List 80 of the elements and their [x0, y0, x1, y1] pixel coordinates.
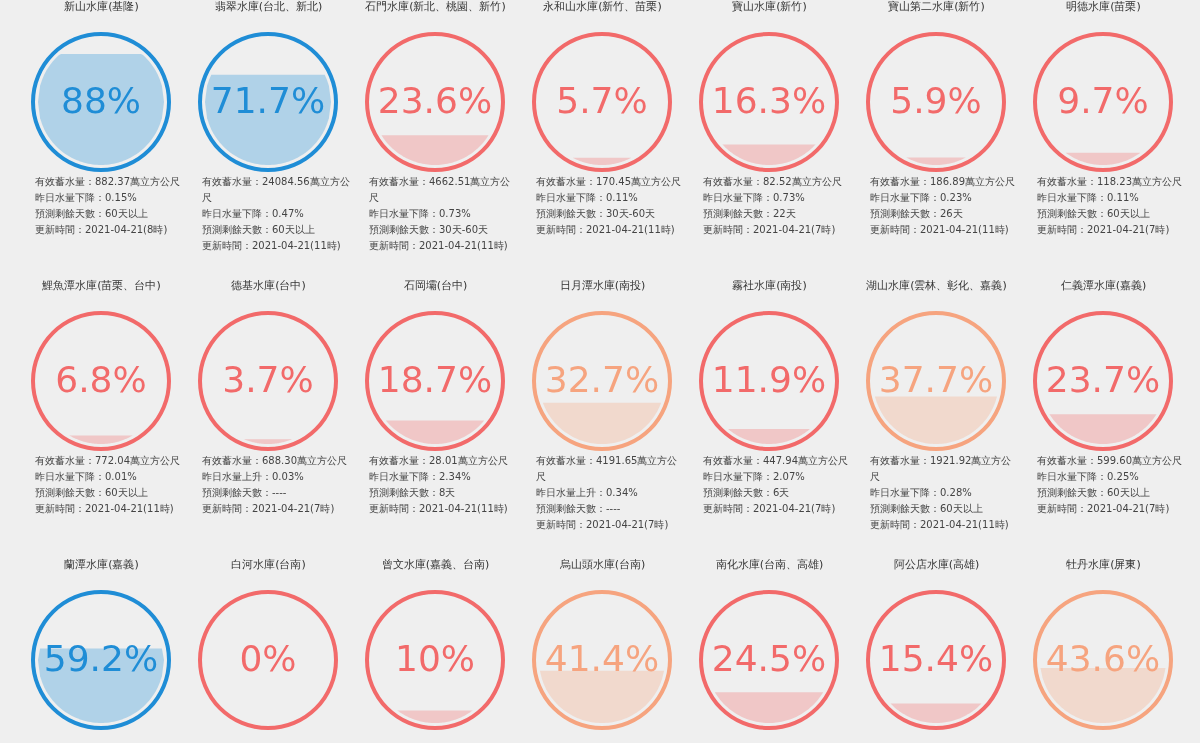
text: 昨日水量下降：0.23%: [870, 191, 973, 205]
text: 翡翠水庫(台北、新北): [214, 0, 323, 13]
text: 預測剩餘天數：8天: [369, 486, 457, 500]
text: 更新時間：2021-04-21(11時): [369, 502, 509, 516]
text: 更新時間：2021-04-21(7時): [1037, 223, 1171, 237]
text: 昨日水量下降：0.11%: [1037, 191, 1140, 205]
text: 預測剩餘天數：26天: [870, 207, 964, 221]
text: 烏山頭水庫(台南): [558, 558, 646, 571]
text: 新山水庫(基隆): [64, 0, 139, 13]
text: 阿公店水庫(高雄): [893, 558, 980, 571]
text: 有效蓄水量：24084.56萬立方公尺: [202, 175, 350, 205]
text: 昨日水量下降：0.11%: [536, 191, 639, 205]
text: 昨日水量上升：0.03%: [202, 470, 305, 484]
text: 更新時間：2021-04-21(7時): [1037, 502, 1171, 516]
text: 昨日水量下降：0.73%: [703, 191, 806, 205]
text: 有效蓄水量：599.60萬立方公尺: [1037, 454, 1183, 468]
text: 預測剩餘天數：60天以上: [35, 207, 149, 221]
text: 昨日水量下降：0.01%: [35, 470, 138, 484]
text: 石岡壩(台中): [403, 279, 468, 292]
text: 日月潭水庫(南投): [559, 279, 646, 292]
text: 昨日水量下降：0.28%: [870, 486, 973, 500]
text: 昨日水量下降：0.73%: [369, 207, 472, 221]
text: 更新時間：2021-04-21(11時): [870, 223, 1010, 237]
text: 更新時間：2021-04-21(7時): [202, 502, 336, 516]
text: 更新時間：2021-04-21(11時): [202, 239, 342, 253]
text: 有效蓄水量：28.01萬立方公尺: [369, 454, 509, 468]
text: 寶山水庫(新竹): [732, 0, 807, 13]
data-label: 71.7%: [210, 80, 326, 121]
text: 更新時間：2021-04-21(11時): [35, 502, 175, 516]
text: 預測剩餘天數：60天以上: [35, 486, 149, 500]
text: 南化水庫(台南、高雄): [715, 558, 824, 571]
text: 永和山水庫(新竹、苗栗): [543, 0, 662, 13]
text: 蘭潭水庫(嘉義): [64, 558, 139, 571]
text: 預測剩餘天數：----: [536, 502, 622, 516]
text: 預測剩餘天數：60天以上: [202, 223, 316, 237]
text: 有效蓄水量：1921.92萬立方公尺: [870, 454, 1013, 484]
text: 更新時間：2021-04-21(11時): [536, 223, 676, 237]
text: 有效蓄水量：170.45萬立方公尺: [536, 175, 682, 189]
text: 預測剩餘天數：60天以上: [1037, 207, 1151, 221]
data-label: 88%: [60, 80, 142, 121]
text: 昨日水量下降：2.34%: [369, 470, 472, 484]
text: 更新時間：2021-04-21(11時): [369, 239, 509, 253]
text: 有效蓄水量：688.30萬立方公尺: [202, 454, 348, 468]
text: 昨日水量下降：0.25%: [1037, 470, 1140, 484]
text: 有效蓄水量：772.04萬立方公尺: [35, 454, 181, 468]
text: 更新時間：2021-04-21(11時): [870, 518, 1010, 532]
text: 石門水庫(新北、桃園、新竹): [365, 0, 506, 13]
text: 預測剩餘天數：22天: [703, 207, 797, 221]
text: 白河水庫(台南): [231, 558, 306, 571]
text: 有效蓄水量：118.23萬立方公尺: [1037, 175, 1183, 189]
text: 湖山水庫(雲林、彰化、嘉義): [866, 279, 1007, 292]
text: 預測剩餘天數：----: [202, 486, 288, 500]
text: 有效蓄水量：4662.51萬立方公尺: [369, 175, 512, 205]
text: 昨日水量下降：0.47%: [202, 207, 305, 221]
text: 更新時間：2021-04-21(7時): [536, 518, 670, 532]
text: 明德水庫(苗栗): [1066, 0, 1141, 13]
text: 有效蓄水量：882.37萬立方公尺: [35, 175, 181, 189]
text: 更新時間：2021-04-21(8時): [35, 223, 169, 237]
text: 預測剩餘天數：30天-60天: [536, 207, 657, 221]
text: 有效蓄水量：82.52萬立方公尺: [703, 175, 843, 189]
text: 昨日水量下降：2.07%: [703, 470, 806, 484]
text: 昨日水量下降：0.15%: [35, 191, 138, 205]
text: 霧社水庫(南投): [732, 279, 807, 292]
text: 預測剩餘天數：30天-60天: [369, 223, 490, 237]
text: 有效蓄水量：186.89萬立方公尺: [870, 175, 1016, 189]
text: 德基水庫(台中): [231, 279, 306, 292]
text: 預測剩餘天數：60天以上: [870, 502, 984, 516]
text: 更新時間：2021-04-21(7時): [703, 223, 837, 237]
text: 昨日水量上升：0.34%: [536, 486, 639, 500]
text: 更新時間：2021-04-21(7時): [703, 502, 837, 516]
text: 有效蓄水量：447.94萬立方公尺: [703, 454, 849, 468]
text: 牡丹水庫(屏東): [1066, 558, 1141, 571]
text: 預測剩餘天數：6天: [703, 486, 791, 500]
data-label: 59.2%: [43, 638, 159, 679]
text: 曾文水庫(嘉義、台南): [381, 558, 490, 571]
text: 仁義潭水庫(嘉義): [1060, 279, 1147, 292]
text: 鯉魚潭水庫(苗栗、台中): [42, 279, 161, 292]
text: 預測剩餘天數：60天以上: [1037, 486, 1151, 500]
text: 有效蓄水量：4191.65萬立方公尺: [536, 454, 679, 484]
text: 寶山第二水庫(新竹): [888, 0, 985, 13]
